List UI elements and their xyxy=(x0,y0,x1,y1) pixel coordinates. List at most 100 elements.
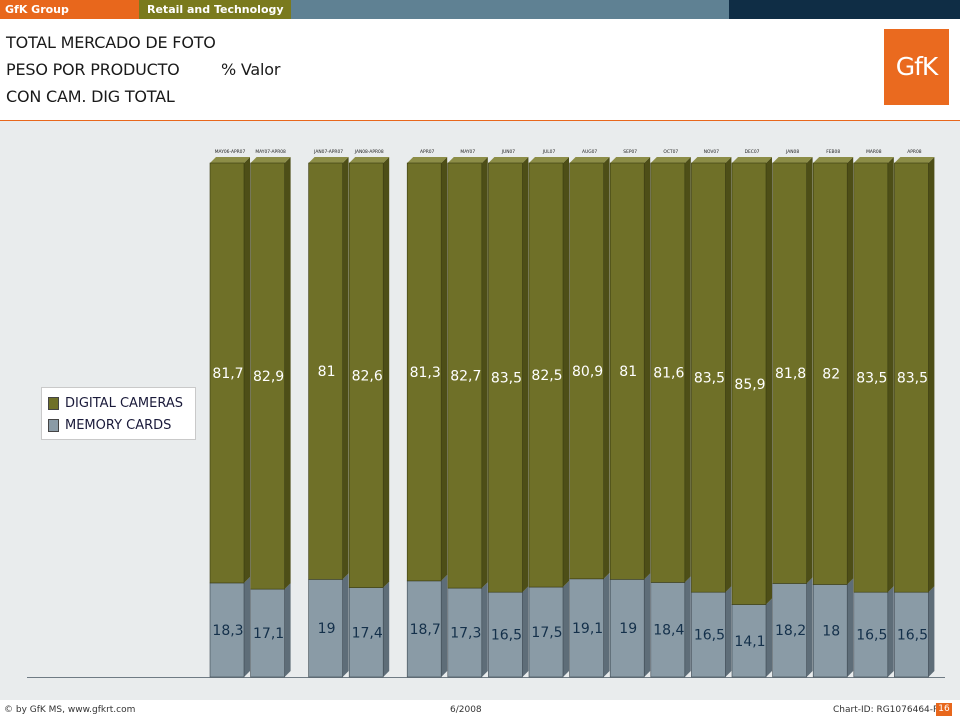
bar-digital-cameras xyxy=(609,162,645,580)
bar-side-digital-cameras xyxy=(887,157,894,593)
bar-top-face xyxy=(488,157,529,163)
bar-memory-cards xyxy=(853,591,889,678)
data-label-digital-cameras: 82,6 xyxy=(352,368,383,384)
bar-side-digital-cameras xyxy=(806,157,813,584)
data-label-digital-cameras: 81,6 xyxy=(653,366,684,382)
bar-side-digital-cameras xyxy=(244,157,250,583)
bar-side-digital-cameras xyxy=(766,157,772,605)
category-label: AUG07 xyxy=(582,149,597,155)
bar-side-memory-cards xyxy=(383,581,390,677)
bar-digital-cameras xyxy=(894,162,929,593)
bar-side-digital-cameras xyxy=(684,157,691,583)
divider xyxy=(0,120,960,121)
legend-swatch-digital-cameras xyxy=(48,396,59,410)
bar-side-memory-cards xyxy=(441,574,448,677)
data-label-memory-cards: 17,5 xyxy=(531,625,562,641)
bar-top-face xyxy=(349,157,390,163)
page-number: 16 xyxy=(936,703,952,716)
legend-item-digital-cameras: DIGITAL CAMERAS xyxy=(48,395,183,411)
bar-top-face xyxy=(772,157,813,163)
bar-digital-cameras xyxy=(731,162,767,605)
data-label-memory-cards: 16,5 xyxy=(491,628,522,644)
legend-label-digital-cameras: DIGITAL CAMERAS xyxy=(65,395,184,411)
top-bar: GfK Group Retail and Technology xyxy=(0,0,960,19)
bar-side-digital-cameras xyxy=(383,157,390,588)
data-label-memory-cards: 17,1 xyxy=(253,626,284,642)
category-label: APR08 xyxy=(907,149,921,155)
bar-digital-cameras xyxy=(772,162,807,584)
bar-top-face xyxy=(210,157,250,163)
data-label-memory-cards: 14,1 xyxy=(734,634,765,650)
bar-side-digital-cameras xyxy=(563,157,569,588)
bar-digital-cameras xyxy=(348,162,384,588)
title-line-3: CON CAM. DIG TOTAL xyxy=(6,87,175,106)
bar-top-face xyxy=(894,157,935,163)
bar-top-face xyxy=(407,157,448,163)
category-label: MAY07-APR08 xyxy=(255,149,286,155)
bar-top-face xyxy=(691,157,732,163)
data-label-memory-cards: 19,1 xyxy=(572,621,603,637)
data-label-memory-cards: 18,3 xyxy=(212,623,243,639)
category-label: JUL07 xyxy=(542,149,556,155)
bar-side-digital-cameras xyxy=(284,157,291,590)
bar-side-digital-cameras xyxy=(481,157,488,589)
bar-side-digital-cameras xyxy=(928,157,935,593)
bar-top-face xyxy=(650,157,691,163)
data-label-digital-cameras: 81 xyxy=(318,364,336,380)
gfk-logo: GfK xyxy=(884,29,949,105)
bar-memory-cards xyxy=(488,591,523,678)
category-label: MAY07 xyxy=(460,149,475,155)
bar-top-face xyxy=(308,157,349,163)
data-label-memory-cards: 17,3 xyxy=(450,626,481,642)
bar-memory-cards xyxy=(447,587,483,678)
category-label: MAY06-APR07 xyxy=(215,149,246,155)
bar-top-face xyxy=(813,157,854,163)
category-label: JUN07 xyxy=(501,149,516,155)
bar-side-digital-cameras xyxy=(603,157,610,579)
footer-copyright: © by GfK MS, www.gfkrt.com xyxy=(4,705,136,715)
stacked-bar-chart: MAY06-APR07 81,7 18,3 MAY07-APR08 82,9 17,1 JA… xyxy=(27,149,945,678)
bar-side-memory-cards xyxy=(563,581,569,677)
bar-side-memory-cards xyxy=(806,577,813,677)
bar-top-face xyxy=(853,157,894,163)
bar-side-digital-cameras xyxy=(644,157,651,580)
data-label-memory-cards: 16,5 xyxy=(897,628,928,644)
category-label: JAN07-APR07 xyxy=(313,149,343,155)
data-label-digital-cameras: 83,5 xyxy=(694,371,725,387)
data-label-digital-cameras: 81,7 xyxy=(212,366,243,382)
bar-digital-cameras xyxy=(853,162,889,593)
bar-digital-cameras xyxy=(650,162,686,583)
bar-memory-cards xyxy=(308,579,343,678)
data-label-memory-cards: 18,4 xyxy=(653,623,684,639)
bar-memory-cards xyxy=(209,582,245,678)
data-label-memory-cards: 17,4 xyxy=(352,625,383,641)
bar-digital-cameras xyxy=(812,162,848,585)
bar-side-memory-cards xyxy=(928,586,935,677)
bar-top-face xyxy=(569,157,610,163)
data-label-memory-cards: 16,5 xyxy=(856,628,887,644)
category-label: OCT07 xyxy=(663,149,678,155)
category-label: FEB08 xyxy=(826,149,840,155)
bar-top-face xyxy=(732,157,772,163)
bar-top-face xyxy=(529,157,569,163)
bar-memory-cards xyxy=(691,591,726,678)
bar-side-memory-cards xyxy=(644,573,651,677)
data-label-memory-cards: 19 xyxy=(318,621,336,637)
bar-digital-cameras xyxy=(569,162,604,580)
bar-memory-cards xyxy=(528,586,564,678)
bar-digital-cameras xyxy=(447,162,483,589)
footer: © by GfK MS, www.gfkrt.com 6/2008 Chart-… xyxy=(0,700,960,720)
bar-digital-cameras xyxy=(308,162,343,580)
category-label: MAR08 xyxy=(866,149,882,155)
bar-top-face xyxy=(250,157,291,163)
data-label-memory-cards: 18,2 xyxy=(775,623,806,639)
bar-memory-cards xyxy=(812,584,848,678)
bar-side-memory-cards xyxy=(603,572,610,677)
bar-side-memory-cards xyxy=(847,578,854,677)
legend-label-memory-cards: MEMORY CARDS xyxy=(65,417,172,433)
bar-side-memory-cards xyxy=(284,583,291,677)
data-label-digital-cameras: 81,8 xyxy=(775,366,806,382)
legend-swatch-memory-cards xyxy=(48,418,59,432)
bar-digital-cameras xyxy=(691,162,726,593)
top-bar-band-dark xyxy=(729,0,960,19)
